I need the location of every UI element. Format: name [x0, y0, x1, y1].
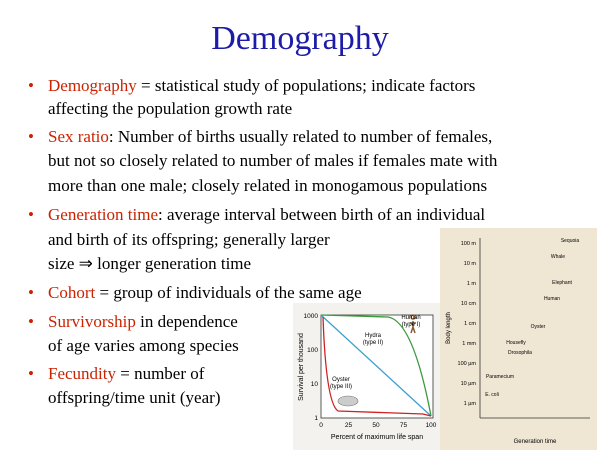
- bullet-line: Fecundity = number of: [48, 364, 204, 384]
- curve-label-line: Oyster: [332, 377, 350, 383]
- bullet-marker: •: [28, 312, 34, 331]
- bullet-text: and birth of its offspring; generally la…: [48, 230, 330, 249]
- type-ii-curve: [320, 314, 432, 417]
- bullet-text: offspring/time unit (year): [48, 388, 221, 407]
- bullet-line: of age varies among species: [48, 336, 239, 356]
- human-icon: [410, 314, 416, 334]
- bullet-text: more than one male; closely related in m…: [48, 176, 488, 195]
- x-axis-label: Percent of maximum life span: [331, 434, 423, 441]
- oyster-icon: [337, 395, 359, 407]
- bullet-line: Survivorship in dependence: [48, 312, 238, 332]
- bullet-text: = number of: [116, 364, 205, 383]
- y-axis-label: Survival per thousand: [298, 333, 305, 401]
- y-tick-label: 10 m: [464, 261, 477, 267]
- x-tick-label: 50: [372, 422, 380, 429]
- curve-label-line: Human: [401, 315, 420, 321]
- curve-label-line: Hydra: [365, 333, 382, 339]
- y-tick-label: 100 µm: [458, 361, 477, 367]
- curve-label-line: (type III): [330, 384, 352, 390]
- y-tick-label: 10 cm: [461, 301, 476, 307]
- curve-label-line: (type II): [363, 340, 383, 346]
- x-tick-label: 100: [426, 422, 437, 429]
- size-figure: 100 m 10 m 1 m 10 cm 1 cm 1 mm 100 µm 10 µm 1 µm…: [440, 228, 597, 450]
- bullet-term: Cohort: [48, 283, 96, 302]
- bullet-text: affecting the population growth rate: [48, 99, 293, 118]
- y-tick-label: 1000: [304, 313, 319, 320]
- y-tick-label: 1: [314, 415, 318, 422]
- bullet-text: : Number of births usually related to nu…: [108, 127, 493, 146]
- bullet-line: Sex ratio: Number of births usually rela…: [48, 127, 492, 147]
- bullet-text: in dependence: [135, 312, 238, 331]
- bullet-term: Demography: [48, 76, 137, 95]
- x-tick-label: 75: [400, 422, 408, 429]
- bullet-line: affecting the population growth rate: [48, 99, 292, 119]
- species-label: E. coli: [485, 392, 499, 398]
- bullet-line: more than one male; closely related in m…: [48, 176, 487, 196]
- bullet-text: : average interval between birth of an i…: [158, 205, 486, 224]
- bullet-term: Generation time: [48, 205, 158, 224]
- bullet-term: Sex ratio: [48, 127, 109, 146]
- y-tick-label: 10 µm: [461, 381, 477, 387]
- y-tick-label: 10: [311, 381, 319, 388]
- y-axis-label: Body length: [446, 312, 452, 344]
- bullet-marker: •: [28, 364, 34, 383]
- curve-label: Oyster (type III): [330, 377, 352, 390]
- type-iii-curve: [322, 316, 432, 417]
- bullet-line: but not so closely related to number of …: [48, 151, 497, 171]
- species-label: Housefly: [506, 340, 526, 346]
- bullet-line: Cohort = group of individuals of the sam…: [48, 283, 362, 303]
- bullet-line: size ⇒ longer generation time: [48, 254, 251, 274]
- bullet-text: size ⇒ longer generation time: [48, 254, 252, 273]
- bullet-text: = statistical study of populations; indi…: [136, 76, 476, 95]
- bullet-text: of age varies among species: [48, 336, 239, 355]
- bullet-line: offspring/time unit (year): [48, 388, 220, 408]
- figure-background: [440, 228, 597, 450]
- type-i-curve: [320, 314, 432, 417]
- species-label: Drosophila: [508, 350, 532, 356]
- y-tick-label: 1 cm: [464, 321, 476, 327]
- bullet-marker: •: [28, 283, 34, 302]
- bullet-line: Generation time: average interval betwee…: [48, 205, 485, 225]
- x-axis-label: Generation time: [514, 439, 557, 445]
- bullet-text: = group of individuals of the same age: [95, 283, 362, 302]
- bullet-term: Fecundity: [48, 364, 116, 383]
- bullet-marker: •: [28, 127, 34, 146]
- curve-label: Hydra (type II): [363, 333, 383, 346]
- y-tick-label: 1 mm: [462, 341, 476, 347]
- species-label: Human: [544, 296, 560, 302]
- bullet-term: Survivorship: [48, 312, 136, 331]
- species-label: Whale: [551, 254, 565, 260]
- y-tick-label: 1 m: [467, 281, 477, 287]
- species-label: Elephant: [552, 280, 572, 286]
- bullet-marker: •: [28, 205, 34, 224]
- bullet-line: and birth of its offspring; generally la…: [48, 230, 330, 250]
- y-tick-label: 100 m: [461, 241, 477, 247]
- y-tick-label: 100: [307, 347, 318, 354]
- slide-title: Demography: [211, 20, 389, 57]
- species-label: Sequoia: [561, 238, 580, 244]
- y-tick-label: 1 µm: [464, 401, 477, 407]
- species-label: Paramecium: [486, 374, 514, 380]
- x-tick-label: 25: [345, 422, 353, 429]
- bullet-text: but not so closely related to number of …: [48, 151, 498, 170]
- curve-label-line: (type I): [402, 322, 421, 328]
- bullet-line: Demography = statistical study of popula…: [48, 76, 475, 96]
- curve-label: Human (type I): [401, 315, 420, 328]
- bullet-marker: •: [28, 76, 34, 95]
- species-label: Oyster: [531, 324, 546, 330]
- x-tick-label: 0: [319, 422, 323, 429]
